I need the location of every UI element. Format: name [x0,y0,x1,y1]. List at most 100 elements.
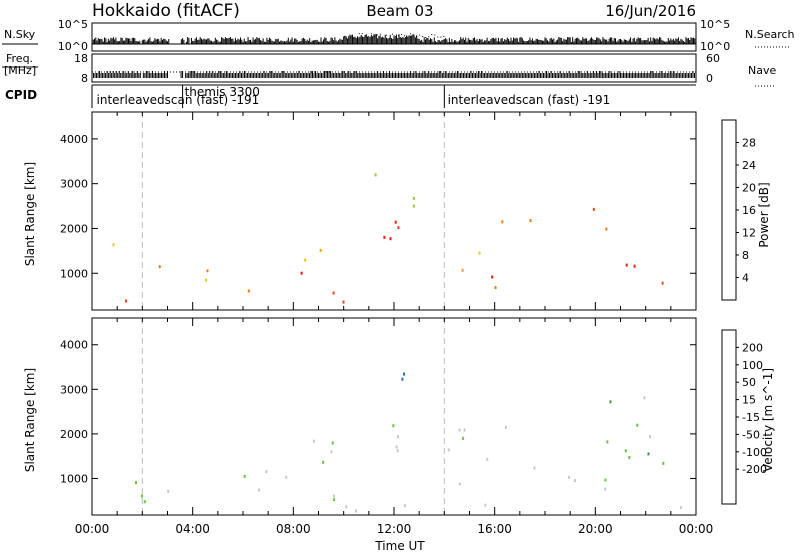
power-cell [125,299,127,303]
nsearch-dot [370,33,372,35]
power-cell [491,275,494,279]
velocity-cell [345,505,348,509]
velocity-cell [463,428,466,432]
beam-title: Beam 03 [366,2,433,20]
power-cell [412,204,415,208]
nsearch-dot [428,36,430,38]
colorbar-tick-label: 8 [742,249,749,262]
power-cell [478,251,481,255]
velocity-cell [604,478,607,482]
power-cell [300,271,303,275]
colorbar-tick-label: -15 [742,411,760,424]
velocity-cell [458,428,461,432]
nsearch-dot [416,35,418,37]
power-cell [247,289,250,293]
nsearch-dot [398,35,400,37]
velocity-cell [609,400,612,404]
freq-series [91,71,697,78]
nsearch-dot [388,38,390,40]
velocity-cell [447,448,450,452]
velocity-colorbar: 200 100 50 15 -15 -50 -100 -200 [721,329,767,505]
velocity-cell [458,482,461,486]
x-tick-label: 00:00 [75,522,110,536]
colorbar-frame [721,329,737,505]
velocity-cell [649,435,652,439]
colorbar-tick-label: 100 [742,359,763,372]
colorbar-tick-label: 16 [742,204,756,217]
nsearch-dot [343,36,345,38]
x-tick-label: 08:00 [276,522,311,536]
velocity-cell [647,452,650,456]
cpid-entry-label: interleavedscan (fast) -191 [448,93,611,107]
colorbar-frame [721,119,737,301]
velocity-cell [662,461,665,465]
colorbar-tick-label: 200 [742,341,763,354]
nsky-panel: N.Sky 10^5 10^0 10^5 10^0 N.Search [2,18,795,53]
power-cell [342,300,345,304]
nsearch-dot [385,34,387,36]
y-tick-label: 4000 [60,133,88,146]
power-cell [412,196,415,200]
y-tick-label: 4000 [60,339,88,352]
power-cell [633,264,636,268]
nsearch-dot [379,33,381,35]
nsearch-dot [434,34,436,36]
nave-label: Nave [748,64,776,77]
y-tick-label: 3000 [60,383,88,396]
nsearch-dot [373,36,375,38]
velocity-cell [322,460,325,464]
power-cell [389,237,392,241]
colorbar-tick-label: -200 [742,463,767,476]
date-title: 16/Jun/2016 [605,2,696,20]
cpid-entry-label: themis 3300 [185,85,260,99]
power-cell [592,207,595,211]
nave-ymax-label: 60 [706,52,720,65]
colorbar-tick-label: -50 [742,428,760,441]
nsearch-dot [440,36,442,38]
velocity-cell [396,435,399,439]
x-tick-label: 20:00 [578,522,613,536]
nsearch-dot [395,36,397,38]
velocity-cell [504,425,507,429]
nsearch-dot [361,33,363,35]
velocity-cell [604,487,607,491]
power-cell [304,258,307,262]
nsearch-dot [419,34,421,36]
nsearch-dot [391,33,393,35]
power-colorbar: 4 8 12 16 20 24 28 [721,119,756,301]
power-ylabel: Slant Range [km] [23,162,37,266]
cpid-entry-label: interleavedscan (fast) -191 [97,93,260,107]
nsearch-dot [443,35,445,37]
colorbar-tick-label: 20 [742,182,756,195]
nsearch-dot [364,35,366,37]
velocity-cell [404,504,407,508]
nsearch-dot [407,37,409,39]
power-cell [529,219,532,223]
power-cell [205,278,208,282]
nsearch-dot [425,37,427,39]
velocity-cell [484,503,487,507]
nsearch-dot [422,36,424,38]
nsearch-dot [431,34,433,36]
velocity-cell [167,489,170,493]
velocity-cell [568,475,571,479]
y-tick-label: 1000 [60,472,88,485]
power-cell [461,268,464,272]
power-xticks [91,112,697,310]
velocity-cell [331,441,334,445]
y-tick-label: 2000 [60,222,88,235]
colorbar-tick-label: 28 [742,137,756,150]
power-panel: Slant Range [km] 1000 2000 3000 4000 4 8 12 16… [23,111,771,311]
y-tick-label: 1000 [60,267,88,280]
nsky-ymax-label: 10^5 [58,18,88,31]
power-cell [112,243,115,247]
nsky-right-ymax-label: 10^5 [700,18,730,31]
velocity-ylabel: Slant Range [km] [23,368,37,472]
freq-panel-frame [91,53,697,83]
velocity-cell [606,440,609,444]
velocity-cells [135,318,682,515]
velocity-cell [395,445,398,449]
velocity-cell [643,396,646,400]
nsearch-dot [376,34,378,36]
velocity-cell [403,372,405,376]
